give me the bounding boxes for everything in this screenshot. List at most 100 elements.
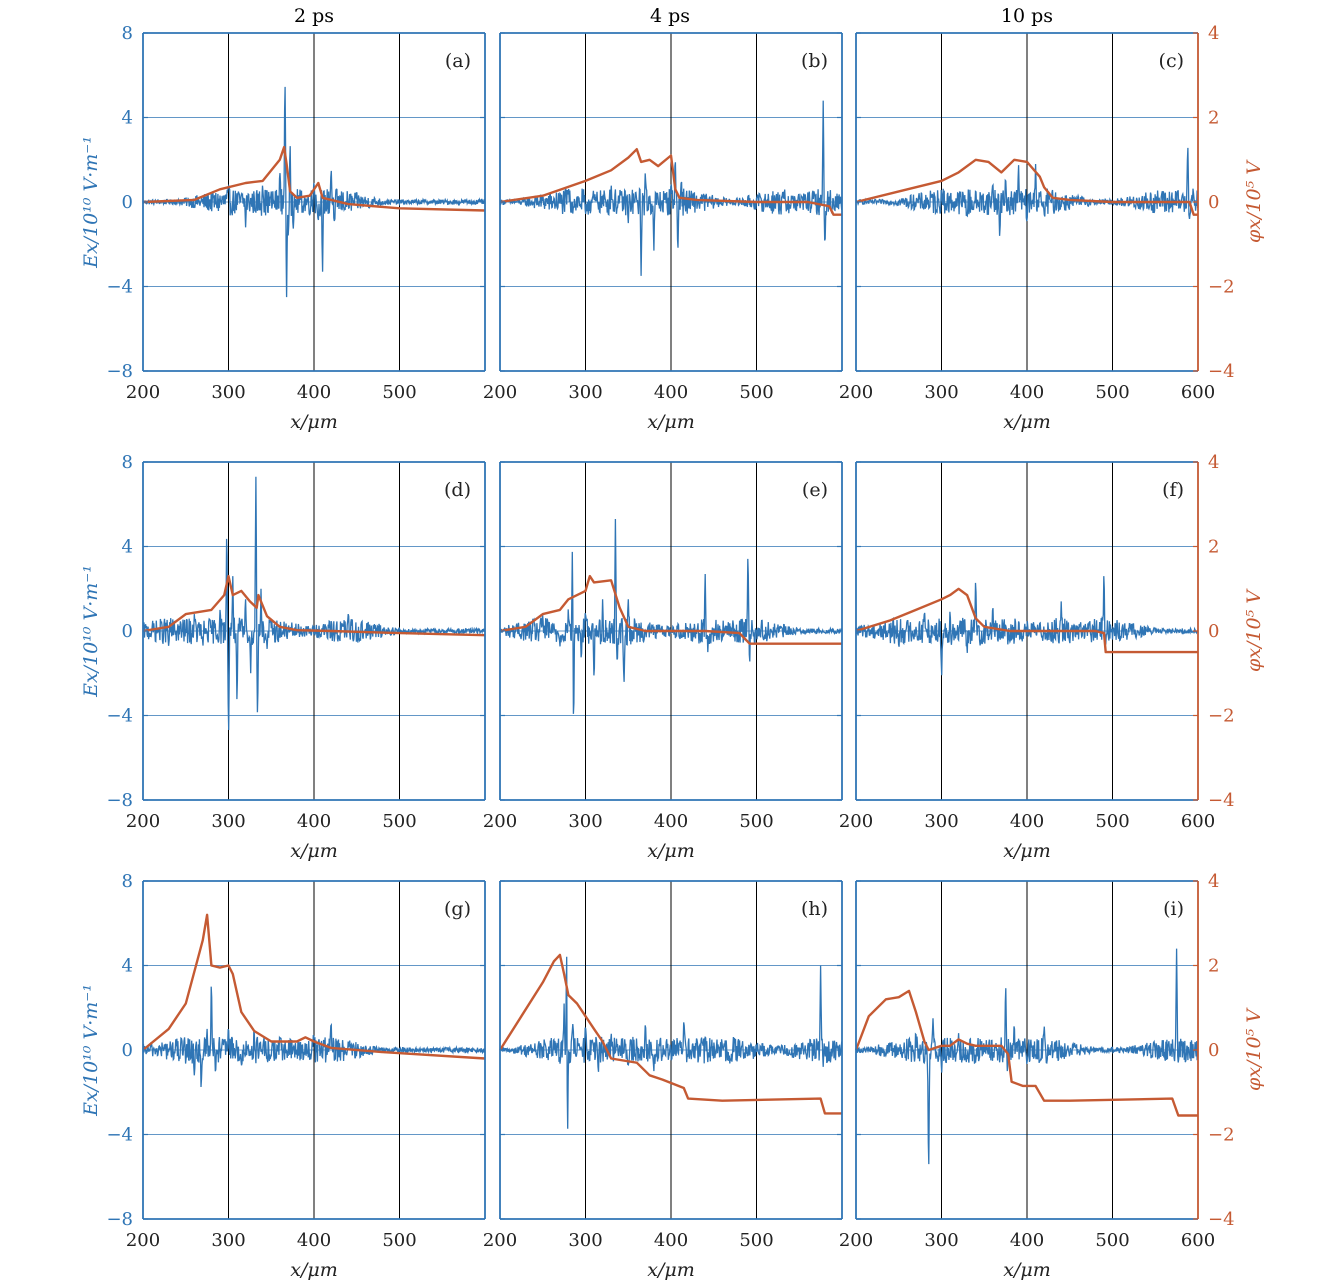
ex-series-line xyxy=(142,86,485,298)
column-title-10ps: 10 ps xyxy=(1001,5,1053,27)
ytick-right-label: −4 xyxy=(1208,1209,1235,1230)
xtick-label: 400 xyxy=(654,811,688,832)
panel-f: −4 −2 0 2 4 200 300 400 500 600 x/μm (f) φx/10⁵ V xyxy=(839,452,1265,862)
ex-series-line xyxy=(142,986,486,1088)
xtick-label: 200 xyxy=(483,382,517,403)
xtick-label: 500 xyxy=(382,811,416,832)
ytick-right-label: −2 xyxy=(1208,1125,1235,1146)
ex-series-line xyxy=(499,956,843,1129)
xtick-label: 400 xyxy=(297,1230,331,1251)
xtick-label: 400 xyxy=(297,811,331,832)
panel-letter: (b) xyxy=(801,50,828,72)
phi-series-line xyxy=(499,147,842,216)
ytick-right-label: 2 xyxy=(1208,108,1219,129)
xtick-label: 200 xyxy=(126,382,160,403)
xtick-label: 300 xyxy=(211,382,245,403)
ytick-left-label: 4 xyxy=(122,108,133,129)
ytick-left-label: −4 xyxy=(106,1125,133,1146)
panel-letter: (e) xyxy=(802,479,828,501)
phi-series-line xyxy=(498,953,842,1115)
phi-series-line xyxy=(854,989,1198,1117)
xtick-label: 400 xyxy=(297,382,331,403)
xtick-label: 400 xyxy=(1010,811,1044,832)
ex-series-line xyxy=(855,576,1199,676)
x-axis-label: x/μm xyxy=(1003,411,1050,433)
ytick-left-label: 8 xyxy=(122,452,133,473)
panel-letter: (f) xyxy=(1162,479,1184,501)
ytick-left-label: −8 xyxy=(106,361,133,382)
y-axis-label-left: Ex/10¹⁰ V·m⁻¹ xyxy=(80,565,102,698)
xtick-label: 300 xyxy=(568,382,602,403)
ytick-left-label: −8 xyxy=(106,790,133,811)
ytick-right-label: 2 xyxy=(1208,956,1219,977)
panel-a: −8 −4 0 4 8 200 300 400 500 x/μm (a) Ex/10¹⁰ V·m⁻¹ xyxy=(80,23,486,433)
y-axis-label-left: Ex/10¹⁰ V·m⁻¹ xyxy=(80,984,102,1117)
xtick-label: 500 xyxy=(382,382,416,403)
panel-letter: (h) xyxy=(801,898,828,920)
panel-e: 200 300 400 500 x/μm (e) xyxy=(483,461,843,862)
xtick-label: 300 xyxy=(924,382,958,403)
ytick-right-label: 0 xyxy=(1208,192,1219,213)
xtick-label: 200 xyxy=(126,811,160,832)
xtick-label: 300 xyxy=(568,1230,602,1251)
ytick-left-label: −4 xyxy=(106,706,133,727)
phi-series-line xyxy=(855,158,1198,216)
x-axis-label: x/μm xyxy=(1003,840,1050,862)
phi-series-line xyxy=(142,145,486,212)
ytick-left-label: 8 xyxy=(122,871,133,892)
x-axis-label: x/μm xyxy=(290,411,337,433)
y-axis-label-right: φx/10⁵ V xyxy=(1243,159,1265,243)
ex-series-line xyxy=(855,948,1199,1165)
phi-series-line xyxy=(142,574,486,637)
ex-series-line xyxy=(499,100,843,276)
panel-letter: (g) xyxy=(444,898,471,920)
column-titles: 2 ps 4 ps 10 ps xyxy=(294,5,1053,27)
xtick-label: 500 xyxy=(382,1230,416,1251)
column-title-2ps: 2 ps xyxy=(294,5,334,27)
ytick-right-label: 4 xyxy=(1208,452,1219,473)
xtick-label: 200 xyxy=(839,811,873,832)
ytick-right-label: −2 xyxy=(1208,277,1235,298)
ytick-right-label: −4 xyxy=(1208,361,1235,382)
panel-d: −8 −4 0 4 8 200 300 400 500 x/μm (d) Ex/10¹⁰ V·m⁻¹ xyxy=(80,452,486,862)
panel-letter: (i) xyxy=(1163,898,1184,920)
xtick-label: 300 xyxy=(211,1230,245,1251)
ytick-right-label: 0 xyxy=(1208,1040,1219,1061)
xtick-label: 400 xyxy=(1010,1230,1044,1251)
ytick-left-label: 0 xyxy=(122,621,133,642)
ex-series-line xyxy=(499,518,843,714)
phi-series-line xyxy=(855,587,1198,654)
xtick-label: 200 xyxy=(483,811,517,832)
xtick-label: 400 xyxy=(654,1230,688,1251)
panel-b: 200 300 400 500 x/μm (b) xyxy=(483,32,843,433)
ytick-right-label: −4 xyxy=(1208,790,1235,811)
panel-letter: (a) xyxy=(445,50,471,72)
panel-letter: (c) xyxy=(1159,50,1184,72)
phi-series-line xyxy=(142,913,486,1060)
ytick-right-label: 4 xyxy=(1208,23,1219,44)
ytick-left-label: −4 xyxy=(106,277,133,298)
xtick-label: 200 xyxy=(126,1230,160,1251)
x-axis-label: x/μm xyxy=(647,1259,694,1280)
xtick-label: 300 xyxy=(568,811,602,832)
ytick-left-label: −8 xyxy=(106,1209,133,1230)
ytick-left-label: 0 xyxy=(122,192,133,213)
panel-g: −8 −4 0 4 8 200 300 400 500 x/μm (g) Ex/10¹⁰ V·m⁻¹ xyxy=(80,871,486,1280)
panel-h: 200 300 400 500 x/μm (h) xyxy=(483,880,843,1280)
xtick-label: 300 xyxy=(211,811,245,832)
ytick-left-label: 0 xyxy=(122,1040,133,1061)
panel-i: −4 −2 0 2 4 200 300 400 500 600 x/μm (i) φx/10⁵ V xyxy=(839,871,1265,1280)
x-axis-label: x/μm xyxy=(647,411,694,433)
xtick-label: 200 xyxy=(839,382,873,403)
ytick-left-label: 4 xyxy=(122,537,133,558)
xtick-label: 600 xyxy=(1181,1230,1215,1251)
xtick-label: 500 xyxy=(1095,811,1129,832)
ytick-right-label: −2 xyxy=(1208,706,1235,727)
xtick-label: 400 xyxy=(654,382,688,403)
xtick-label: 300 xyxy=(924,811,958,832)
phi-series-line xyxy=(499,574,842,645)
xtick-label: 300 xyxy=(924,1230,958,1251)
column-title-4ps: 4 ps xyxy=(650,5,690,27)
